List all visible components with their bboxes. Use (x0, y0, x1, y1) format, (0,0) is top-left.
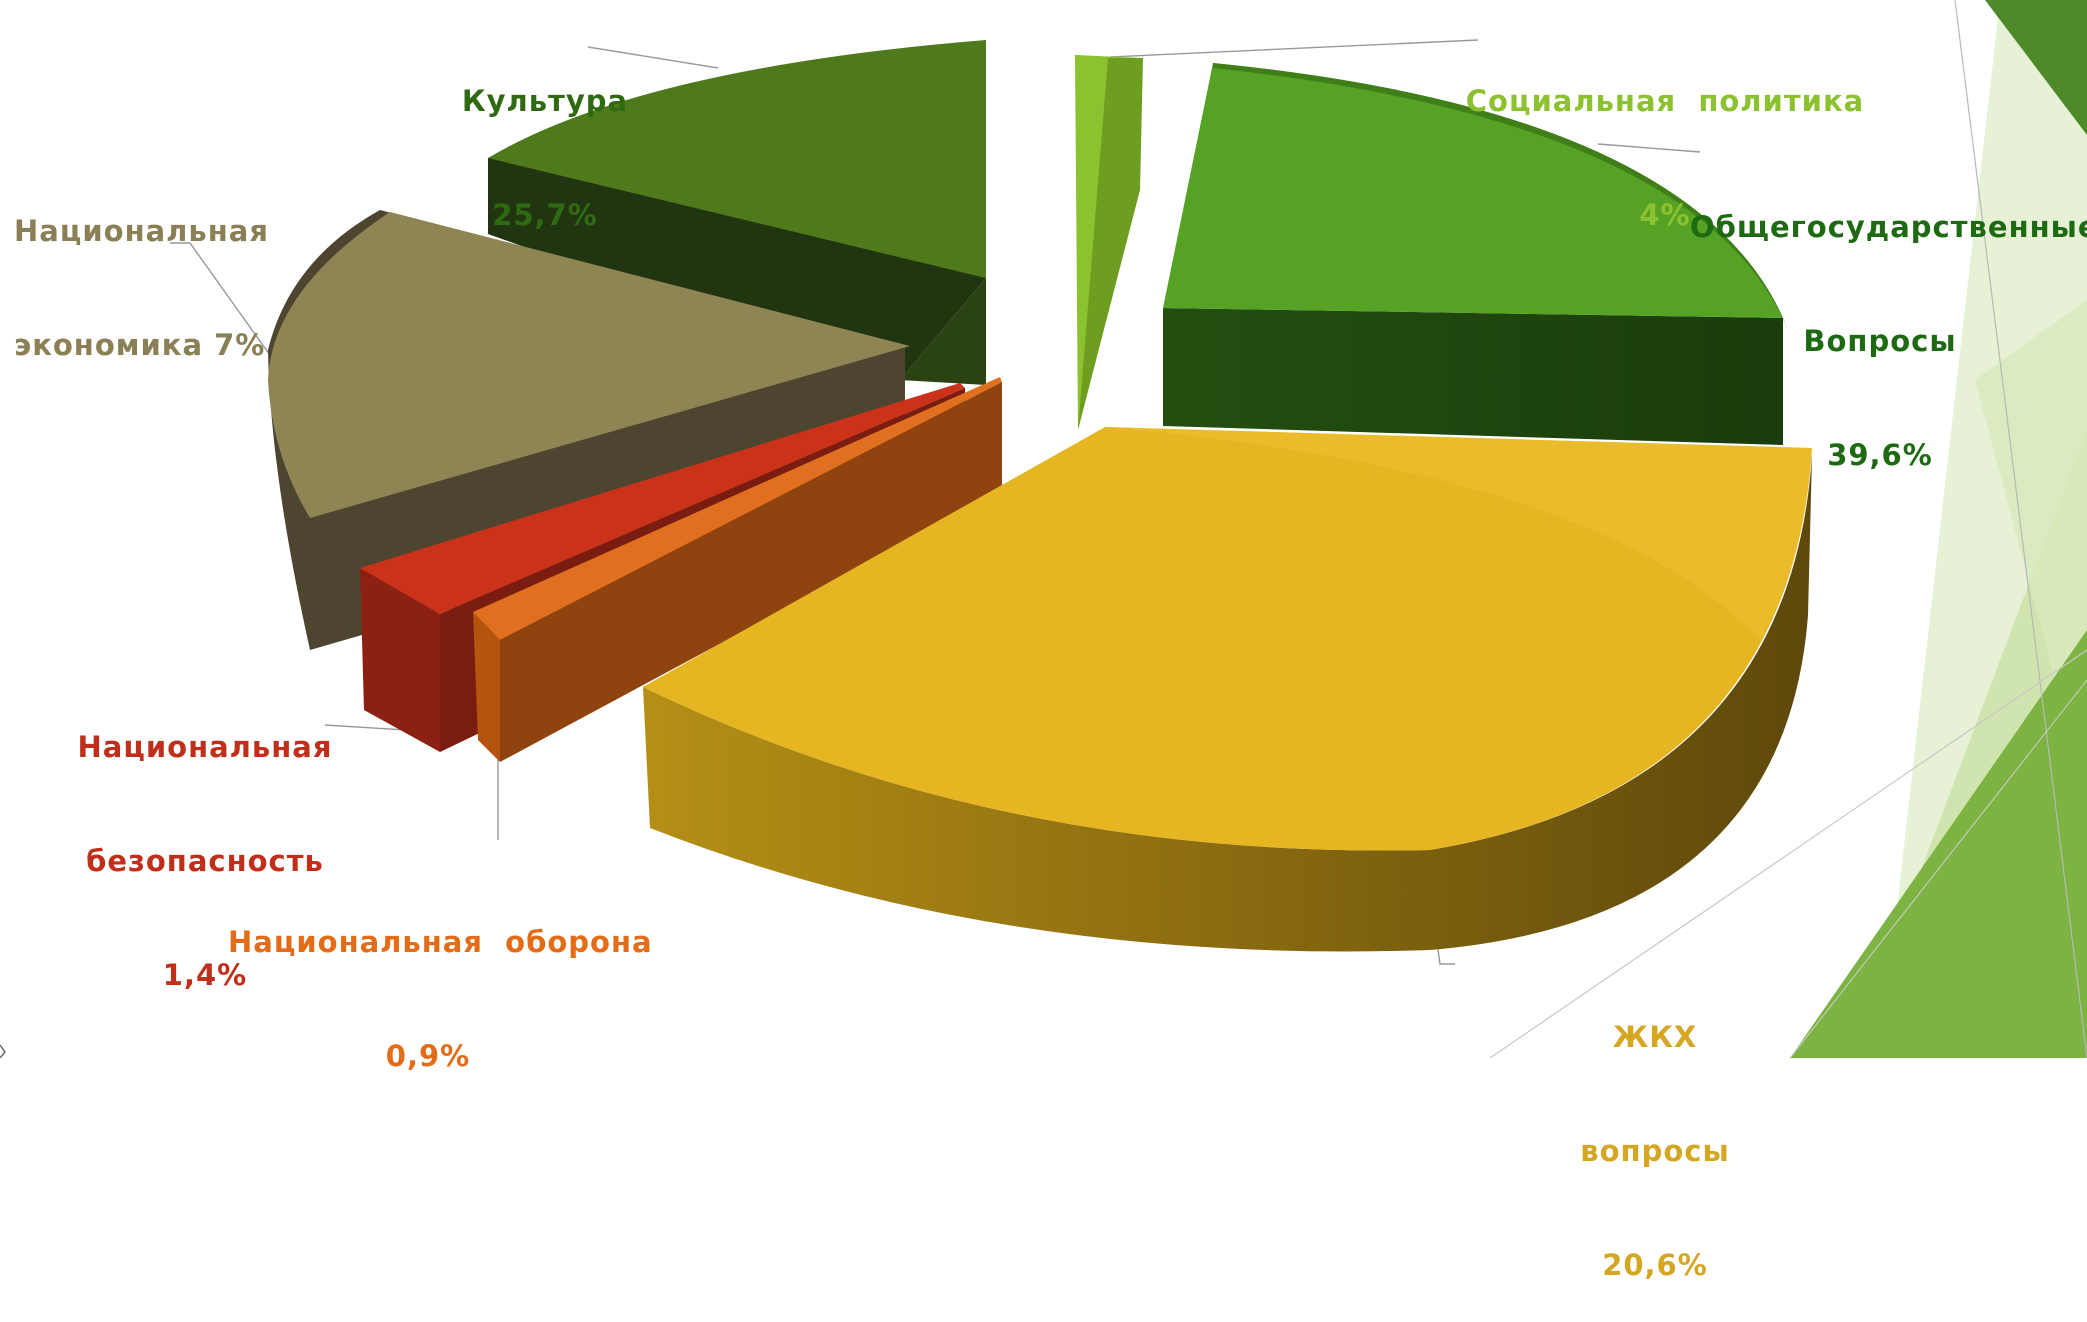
slice-security-top (360, 383, 965, 614)
leader-line-culture (587, 46, 719, 69)
slice-security-side (360, 568, 440, 752)
deco-line (1489, 649, 2087, 1058)
deco-green-triangle (1790, 630, 2087, 1058)
label-housing-name-2: вопросы (1580, 1134, 1730, 1168)
deco-dark-triangle (1985, 0, 2087, 135)
slice-defense-front (500, 382, 1002, 762)
label-general-name-2: Вопросы (1803, 324, 1957, 358)
label-culture: Культура 25,7% (420, 6, 670, 272)
label-housing-value: 20,6% (1602, 1248, 1708, 1282)
slice-housing-top (643, 427, 1812, 851)
label-general-name: Общегосударственные (1690, 210, 2087, 244)
label-security: Национальная безопасность 1,4% (60, 652, 350, 1032)
deco-line (1954, 0, 2087, 1058)
leader-line-security (324, 724, 407, 731)
slice-housing-highlight (1105, 427, 1812, 640)
slice-housing-side (643, 455, 1812, 952)
label-security-value: 1,4% (162, 958, 248, 992)
label-general: Общегосударственные Вопросы 39,6% (1690, 132, 2087, 512)
slice-defense-side (473, 612, 500, 762)
label-social: Социальная политика 4% (1465, 6, 1865, 272)
slice-culture (488, 40, 986, 385)
slice-general (1163, 63, 1788, 445)
slice-social (1075, 55, 1143, 430)
label-economy-value: экономика 7% (14, 328, 266, 362)
leader-line-social (1109, 39, 1479, 58)
slice-general-rim (1213, 63, 1788, 330)
label-economy-name: Национальная (14, 214, 269, 248)
slice-social-side (1078, 58, 1143, 430)
label-defense-value: 0,9% (385, 1039, 471, 1073)
slice-housing (643, 427, 1812, 952)
leader-line-general (1597, 143, 1701, 153)
corner-mark (0, 1044, 6, 1058)
label-culture-name: Культура (461, 84, 629, 118)
slice-defense-top (473, 377, 1002, 640)
background-decoration (1489, 0, 2087, 1058)
label-economy: Национальная экономика 7% (14, 136, 314, 402)
label-security-name-2: безопасность (86, 844, 324, 878)
label-social-name: Социальная политика (1465, 84, 1865, 118)
label-general-value: 39,6% (1827, 438, 1933, 472)
label-defense-name: Национальная оборона (228, 925, 653, 959)
leader-lines (170, 39, 1701, 965)
slice-culture-top-shade (488, 40, 986, 278)
pie-chart (0, 0, 2087, 1058)
label-culture-value: 25,7% (492, 198, 598, 232)
slice-economy (268, 210, 910, 650)
label-housing: ЖКХ вопросы 20,6% (1535, 942, 1775, 1322)
slice-general-top (1163, 63, 1783, 318)
label-social-value: 4% (1639, 198, 1691, 232)
leader-line-economy (170, 242, 273, 359)
slice-general-side (1163, 308, 1783, 445)
slice-economy-top (268, 212, 910, 518)
label-security-name: Национальная (77, 730, 333, 764)
deco-line (1789, 679, 2087, 1058)
slice-culture-front (900, 278, 986, 385)
slice-defense (473, 377, 1002, 762)
label-defense: Национальная оборона 0,9% (228, 847, 653, 1113)
label-housing-name: ЖКХ (1612, 1020, 1698, 1054)
